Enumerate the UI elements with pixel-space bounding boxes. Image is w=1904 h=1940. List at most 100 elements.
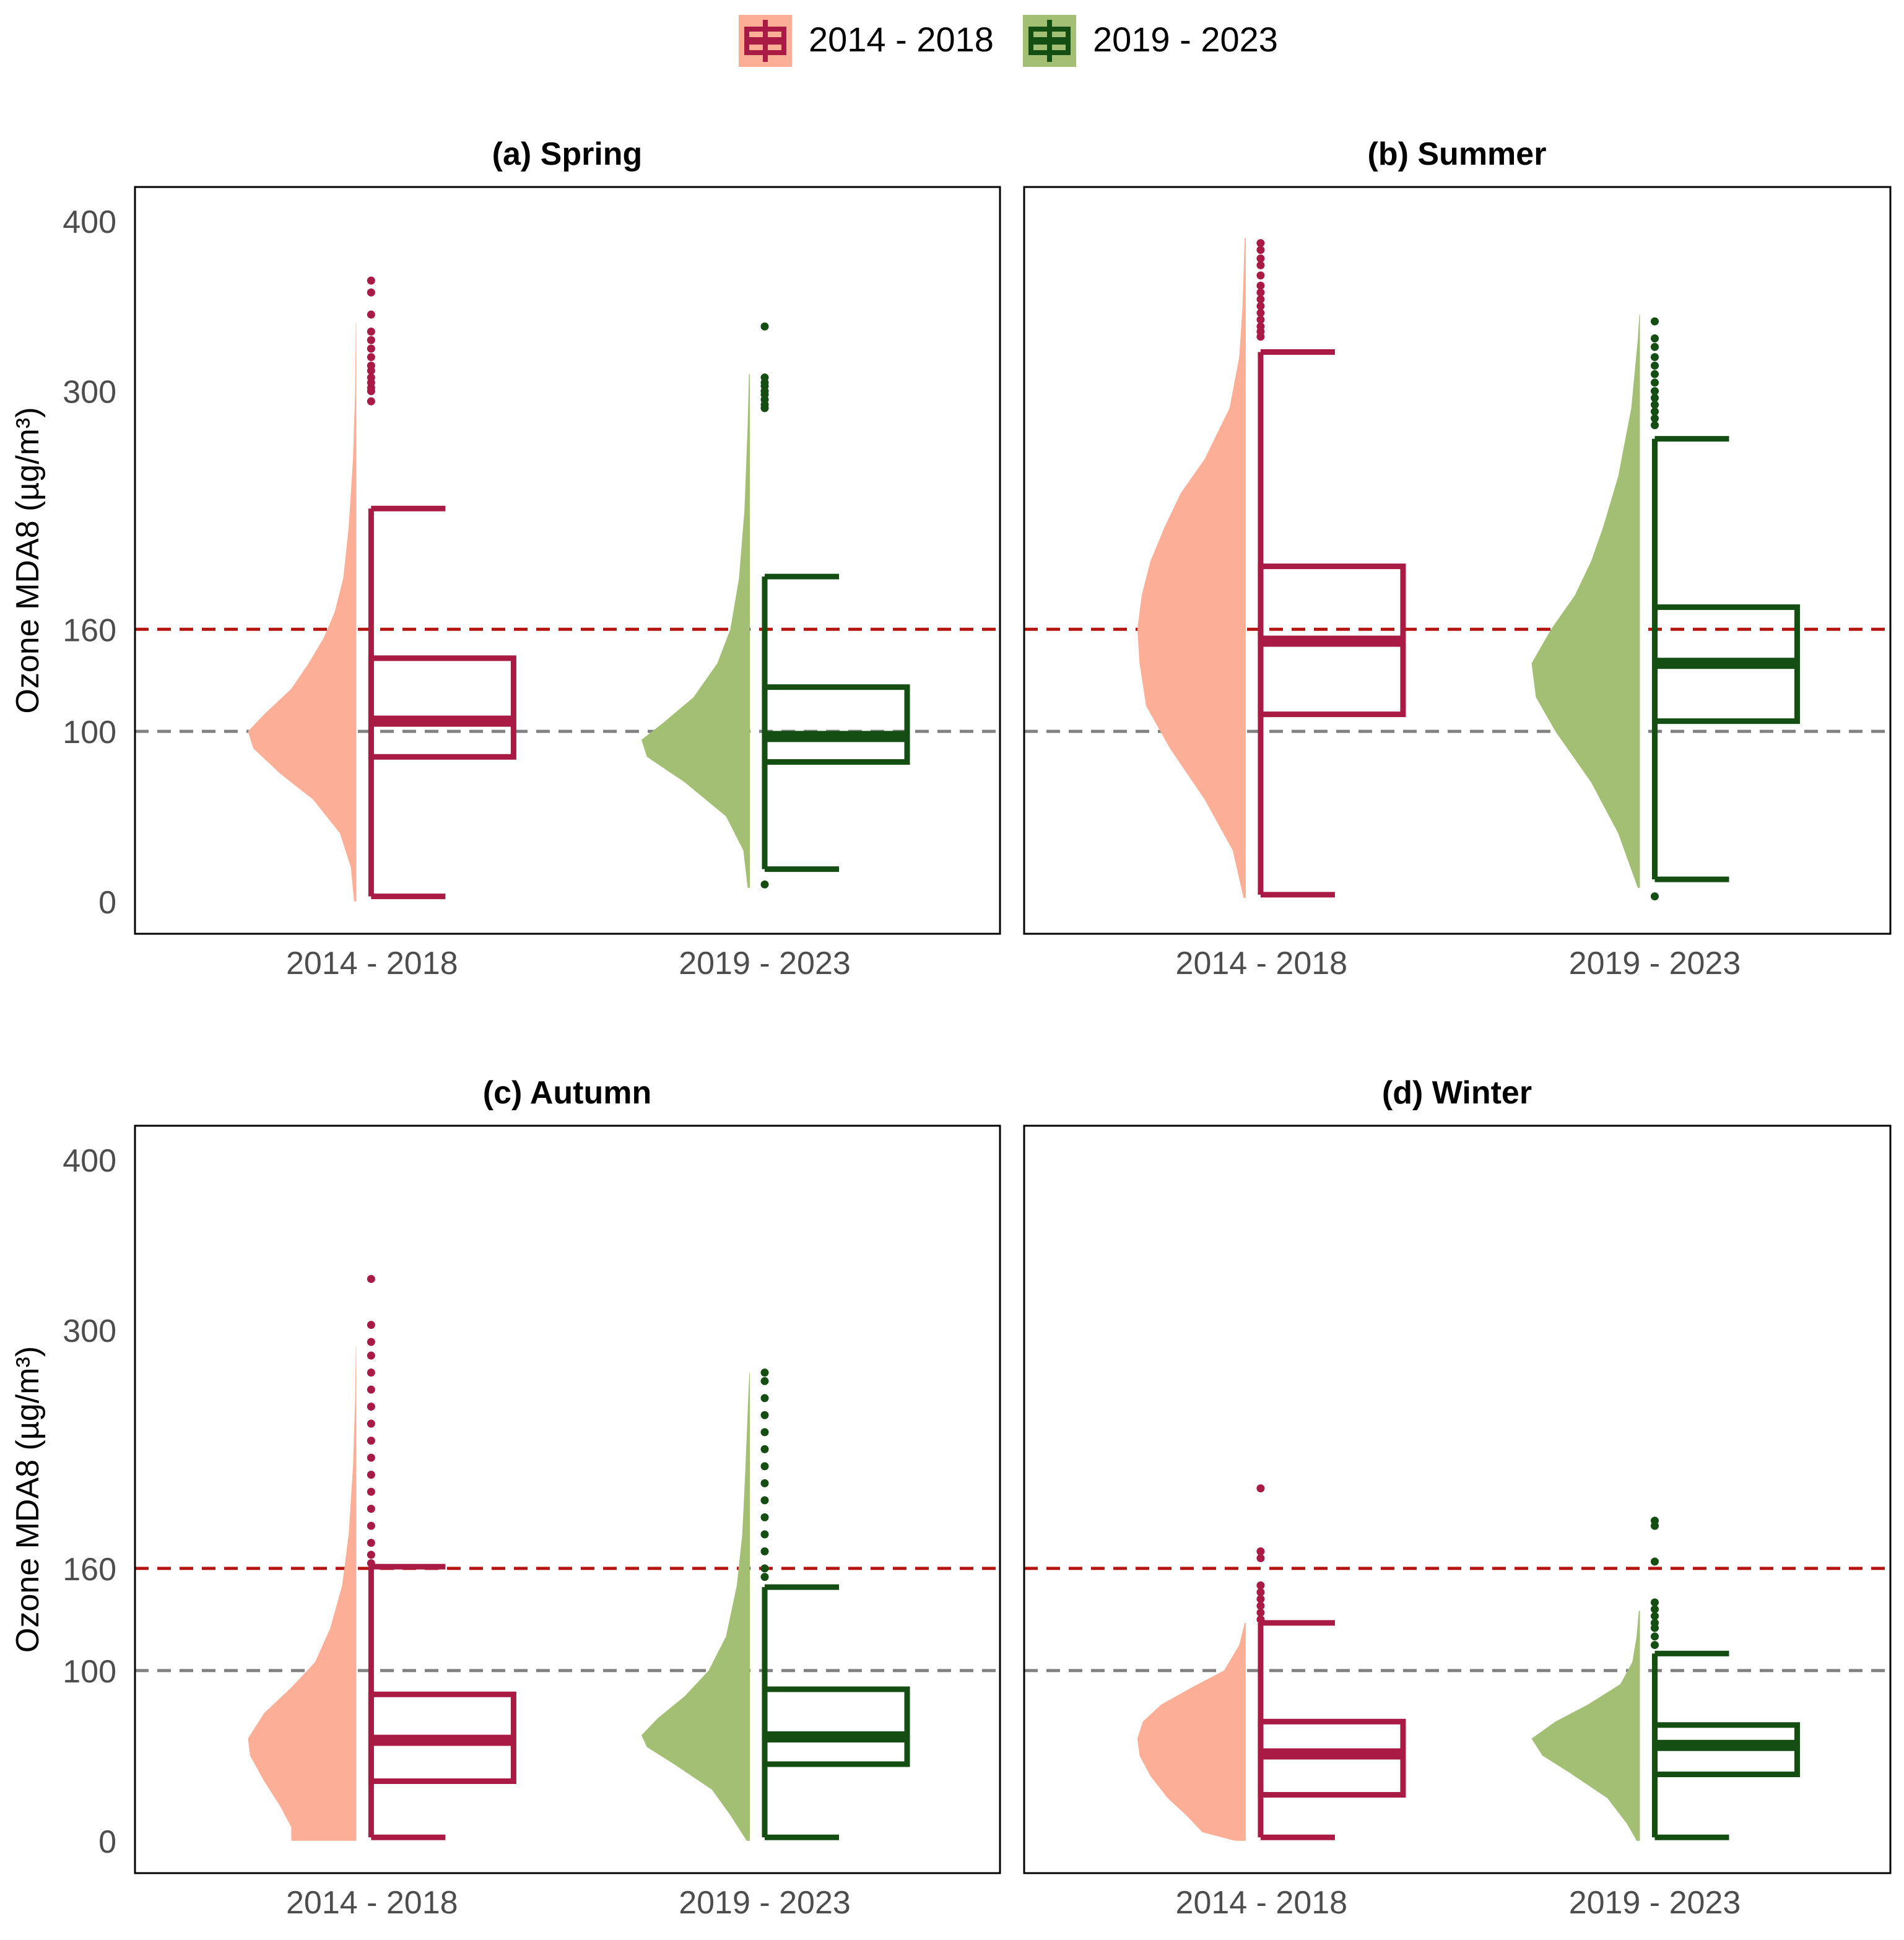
panel-border [134, 186, 1001, 935]
legend-label-1: 2014 - 2018 [809, 20, 994, 59]
outlier-point [367, 373, 375, 382]
outlier-point [760, 1368, 769, 1377]
density-cloud [1137, 238, 1246, 898]
outlier-point [367, 310, 375, 319]
outlier-point [367, 1368, 375, 1377]
outlier-point [1650, 361, 1659, 370]
series-2 [1531, 315, 1800, 901]
outlier-point [367, 276, 375, 285]
outlier-point [367, 1351, 375, 1360]
y-tick-label: 300 [63, 1313, 116, 1349]
y-tick-label: 400 [63, 1143, 116, 1179]
outlier-point [1650, 414, 1659, 423]
outlier-point [1650, 317, 1659, 326]
outlier-point [1256, 1615, 1265, 1624]
outlier-point [760, 1573, 769, 1581]
outlier-point [1650, 401, 1659, 409]
outlier-point [367, 1437, 375, 1445]
y-tick-label: 160 [63, 1552, 116, 1588]
panel-title: (d) Winter [1382, 1075, 1532, 1111]
outlier-point [1650, 370, 1659, 378]
outlier-point [367, 1539, 375, 1547]
outlier-point [760, 1428, 769, 1437]
density-cloud [641, 1372, 750, 1841]
outlier-point [760, 1411, 769, 1419]
outlier-point [1256, 1588, 1265, 1596]
x-tick-label: 2014 - 2018 [1176, 946, 1348, 981]
outlier-point [1256, 239, 1265, 248]
panel-2: (b) Summer 2014 - 2018 2019 - 2023 [1023, 136, 1892, 981]
outlier-point [760, 1394, 769, 1403]
outlier-point [1650, 353, 1659, 362]
outlier-point [1256, 302, 1265, 310]
series-2 [641, 322, 910, 889]
outlier-point [367, 397, 375, 406]
outlier-point [760, 1564, 769, 1573]
outlier-point [367, 353, 375, 362]
series-1 [248, 1274, 516, 1841]
x-tick-label: 2019 - 2023 [679, 946, 851, 981]
density-cloud [1531, 315, 1640, 888]
outlier-point [1256, 1554, 1265, 1562]
outlier-point [1256, 1608, 1265, 1617]
panel-border [1023, 186, 1892, 935]
y-axis-label: Ozone MDA8 (µg/m³) [10, 1346, 46, 1653]
outlier-point [1256, 254, 1265, 263]
outlier-point [367, 361, 375, 370]
outlier-point [1256, 1594, 1265, 1603]
x-tick-label: 2014 - 2018 [286, 946, 458, 981]
panel-1: (a) Spring 0 100 160 300 400 Ozone MDA8 (µg/m³… [10, 136, 1001, 981]
outlier-point [1256, 1601, 1265, 1610]
x-tick-label: 2014 - 2018 [1176, 1885, 1348, 1921]
panel-border [1023, 1124, 1892, 1874]
density-cloud [1531, 1611, 1640, 1841]
outlier-point [1256, 288, 1265, 297]
outlier-point [760, 1445, 769, 1453]
panel-title: (b) Summer [1368, 136, 1547, 172]
series-1 [248, 276, 516, 902]
density-cloud [248, 323, 357, 902]
outlier-point [367, 1453, 375, 1462]
outlier-point [367, 328, 375, 336]
outlier-point [1256, 308, 1265, 317]
outlier-point [367, 344, 375, 353]
outlier-point [367, 1403, 375, 1411]
outlier-point [1256, 1547, 1265, 1555]
x-tick-label: 2014 - 2018 [286, 1885, 458, 1921]
outlier-point [760, 1530, 769, 1539]
outlier-point [1256, 271, 1265, 280]
outlier-point [367, 1551, 375, 1559]
y-tick-label: 300 [63, 375, 116, 411]
outlier-point [367, 1338, 375, 1346]
outlier-point [1650, 892, 1659, 901]
legend-label-2: 2019 - 2023 [1093, 20, 1278, 59]
density-cloud [641, 374, 750, 888]
outlier-point [1256, 246, 1265, 254]
outlier-point [367, 336, 375, 344]
outlier-point [367, 1471, 375, 1479]
box-iqr [762, 684, 910, 765]
outlier-point [1256, 295, 1265, 303]
outlier-point [367, 1521, 375, 1530]
outlier-point [367, 1487, 375, 1496]
outlier-point [1650, 342, 1659, 351]
y-tick-label: 0 [98, 885, 116, 921]
series-1 [1137, 1484, 1406, 1841]
legend-key-1-icon [744, 20, 786, 62]
outlier-point [1650, 394, 1659, 402]
outlier-point [1650, 1641, 1659, 1650]
panel-3: (c) Autumn 0 100 160 300 400 Ozone MDA8 (µg/m³… [10, 1075, 1001, 1921]
outlier-point [367, 1274, 375, 1283]
outlier-point [1256, 1484, 1265, 1493]
y-tick-label: 400 [63, 204, 116, 240]
outlier-point [760, 1496, 769, 1505]
panel-4: (d) Winter 2014 - 2018 2019 - 2023 [1023, 1075, 1892, 1921]
outlier-point [1650, 387, 1659, 396]
panel-title: (a) Spring [492, 136, 643, 172]
outlier-point [1650, 1557, 1659, 1566]
outlier-point [367, 1321, 375, 1329]
y-tick-label: 100 [63, 1654, 116, 1690]
outlier-point [1650, 1605, 1659, 1614]
outlier-point [1650, 1619, 1659, 1627]
